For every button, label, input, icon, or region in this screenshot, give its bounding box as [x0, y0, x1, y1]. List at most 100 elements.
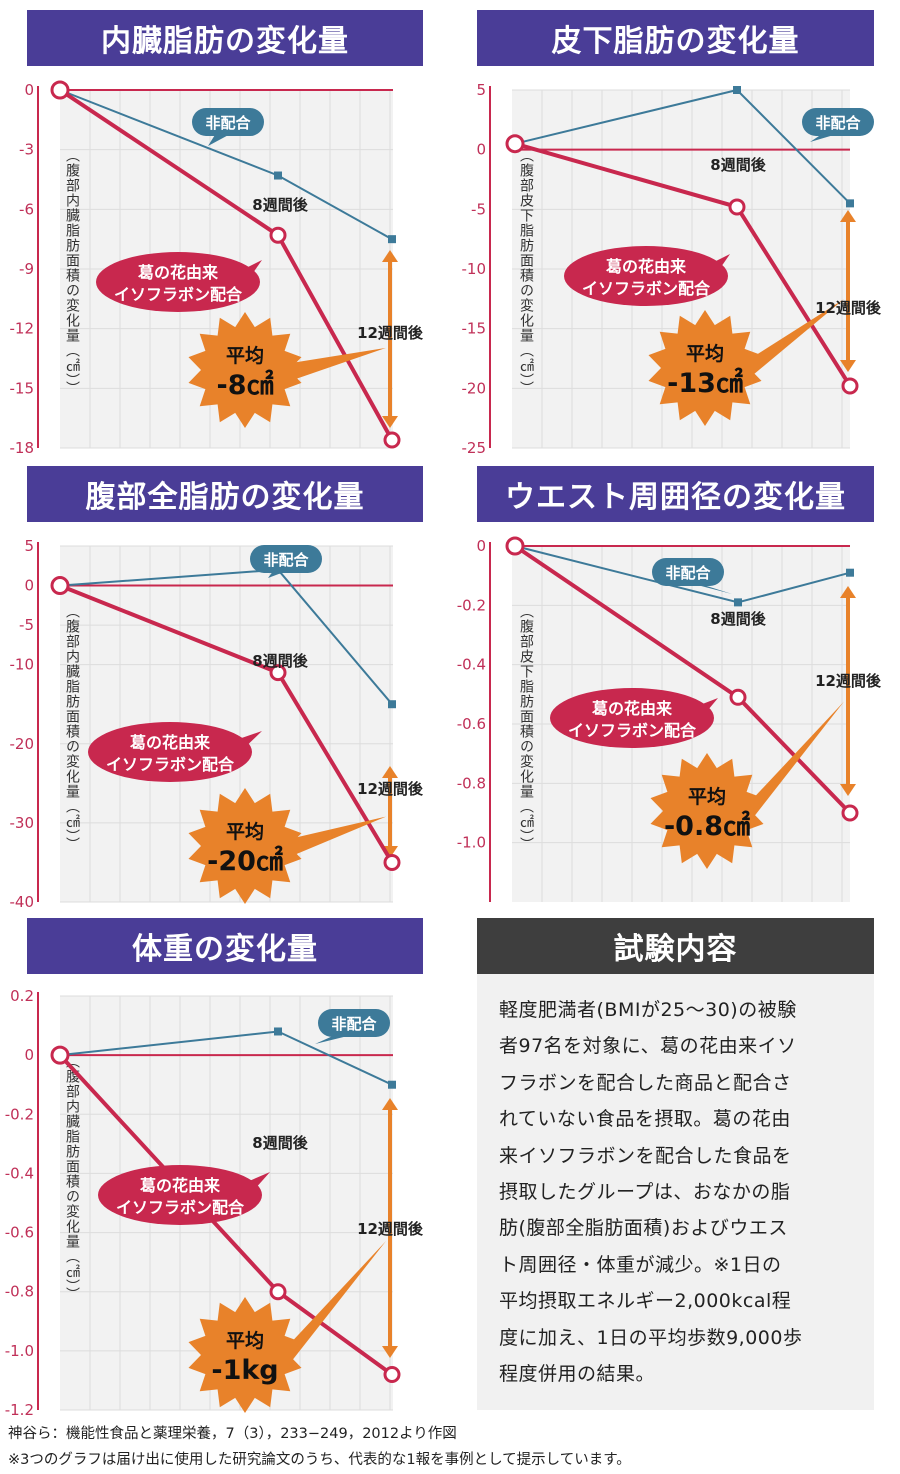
treatment-point: [269, 1283, 287, 1301]
treatment-point: [728, 198, 746, 216]
treatment-legend-line2: イソフラボン配合: [582, 279, 711, 298]
control-point: [846, 568, 854, 577]
week8-label: 8週間後: [252, 652, 308, 670]
treatment-point: [50, 80, 70, 100]
y-tick-label: -0.4: [5, 1164, 34, 1182]
treatment-legend-line2: イソフラボン配合: [116, 1198, 245, 1217]
y-tick-label: -0.4: [457, 656, 486, 674]
control-legend-label: 非配合: [205, 114, 251, 132]
average-label: 平均: [688, 785, 726, 808]
y-tick-label: 0: [24, 577, 34, 595]
test-line: 平均摂取エネルギー2,000kcal程: [499, 1290, 792, 1313]
test-line: れていない食品を摂取。葛の花由: [499, 1108, 791, 1131]
arrow-head-up: [382, 1098, 398, 1110]
treatment-point: [505, 536, 525, 556]
treatment-legend-line2: イソフラボン配合: [568, 721, 697, 740]
y-tick-label: -30: [10, 814, 35, 832]
y-tick-label: -0.2: [457, 596, 486, 614]
chart-title-visceral: 内臓脂肪の変化量: [27, 10, 423, 66]
y-tick-label: -3: [19, 141, 34, 159]
week12-label: 12週間後: [357, 324, 424, 342]
y-axis-label: （腹部内臓脂肪面積の変化量（㎠））: [64, 604, 80, 852]
control-point: [388, 700, 396, 709]
treatment-bubble: [88, 722, 252, 782]
y-tick-label: -5: [471, 200, 486, 218]
chart-title-waist: ウエスト周囲径の変化量: [477, 466, 874, 522]
treatment-point: [383, 853, 401, 871]
average-pointer: [285, 1241, 386, 1367]
control-legend-label: 非配合: [665, 564, 711, 582]
chart-svg: 0 -0.2 -0.4 -0.6 -0.8 -1.0 （腹部皮下脂肪面積の変化量（㎠）） 平均…: [457, 536, 882, 902]
treatment-point: [841, 377, 859, 395]
treatment-point: [50, 1045, 70, 1065]
chart-svg: 0.2 0 -0.2 -0.4 -0.6 -0.8 -1.0 -1.2 （腹部内臓脂肪面積の変化…: [5, 987, 424, 1419]
treatment-point: [841, 804, 859, 822]
average-label: 平均: [226, 344, 264, 367]
control-point: [274, 1027, 282, 1036]
source-citation: 神谷ら：機能性食品と薬理栄養，7（3），233−249，2012より作図: [8, 1426, 457, 1442]
week12-label: 12週間後: [357, 780, 424, 798]
y-tick-label: -0.8: [5, 1283, 34, 1301]
test-description-box: 軽度肥満者(BMIが25～30)の被験 者97名を対象に、葛の花由来イソ フラボ…: [477, 974, 874, 1410]
average-value: -8㎠: [217, 369, 274, 401]
week12-label: 12週間後: [357, 1220, 424, 1238]
y-tick-label: -15: [10, 379, 35, 397]
arrow-head-down: [382, 416, 398, 428]
average-pointer: [745, 299, 844, 380]
treatment-bubble: [98, 1165, 262, 1225]
arrow-head-down: [840, 360, 856, 372]
test-line: 者97名を対象に、葛の花由来イソ: [499, 1035, 797, 1058]
y-axis-label: （腹部皮下脂肪面積の変化量（㎠））: [518, 604, 534, 852]
arrow-head-down: [382, 1346, 398, 1358]
y-tick-label: -5: [19, 616, 34, 634]
treatment-bubble: [96, 252, 260, 312]
chart-weight: 0.2 0 -0.2 -0.4 -0.6 -0.8 -1.0 -1.2 （腹部内臓脂肪面積の変化…: [0, 980, 450, 1420]
chart-visceral-fat: 0 -3 -6 -9 -12 -15 -18 （腹部内臓脂肪面積の変化量（㎠）） 平均 -8㎠ 8週…: [0, 70, 450, 470]
treatment-legend-line1: 葛の花由来: [140, 1176, 221, 1195]
control-legend-label: 非配合: [331, 1015, 377, 1033]
week8-label: 8週間後: [710, 610, 766, 628]
average-label: 平均: [686, 342, 724, 365]
y-tick-label: 0: [24, 1046, 34, 1064]
y-axis-label: （腹部内臓脂肪面積の変化量（㎠））: [64, 1054, 80, 1302]
control-bubble: [250, 545, 322, 573]
average-label: 平均: [226, 1329, 264, 1352]
week8-label: 8週間後: [710, 156, 766, 174]
control-point: [274, 171, 282, 180]
y-tick-label: 0: [476, 141, 486, 159]
y-tick-label: -25: [462, 439, 487, 457]
average-label: 平均: [226, 820, 264, 843]
chart-subcutaneous-fat: 5 0 -5 -10 -15 -20 -25 （腹部皮下脂肪面積の変化量（㎠）） 平均 -13㎠ 8…: [450, 70, 900, 470]
treatment-point: [383, 431, 401, 449]
average-starburst: [188, 1297, 302, 1413]
y-tick-label: -10: [10, 656, 35, 674]
y-tick-label: -9: [19, 260, 34, 278]
chart-title-subcutaneous: 皮下脂肪の変化量: [477, 10, 874, 66]
treatment-point: [505, 134, 525, 154]
treatment-legend-line1: 葛の花由来: [130, 733, 211, 752]
treatment-point: [269, 226, 287, 244]
test-title: 試験内容: [477, 918, 874, 974]
y-tick-label: -10: [462, 260, 487, 278]
y-tick-label: -0.2: [5, 1105, 34, 1123]
average-starburst: [188, 312, 302, 428]
average-pointer: [285, 347, 386, 382]
control-legend-label: 非配合: [263, 551, 309, 569]
week8-label: 8週間後: [252, 196, 308, 214]
control-point: [734, 598, 742, 607]
y-tick-label: -0.8: [457, 774, 486, 792]
arrow-head-up: [382, 250, 398, 262]
control-point: [388, 1080, 396, 1089]
treatment-legend-line1: 葛の花由来: [606, 257, 687, 276]
control-point: [388, 235, 396, 244]
arrow-head-up: [840, 586, 856, 598]
y-tick-label: -0.6: [5, 1224, 34, 1242]
treatment-point: [729, 688, 747, 706]
chart-svg: 0 -3 -6 -9 -12 -15 -18 （腹部内臓脂肪面積の変化量（㎠）） 平均-8㎠ 8週…: [10, 80, 424, 457]
average-starburst: [188, 788, 302, 904]
treatment-legend-line2: イソフラボン配合: [114, 285, 243, 304]
control-bubble: [802, 108, 874, 136]
y-tick-label: 0: [476, 537, 486, 555]
treatment-point: [50, 576, 70, 596]
test-line: 来イソフラボンを配合した食品を: [499, 1144, 792, 1167]
